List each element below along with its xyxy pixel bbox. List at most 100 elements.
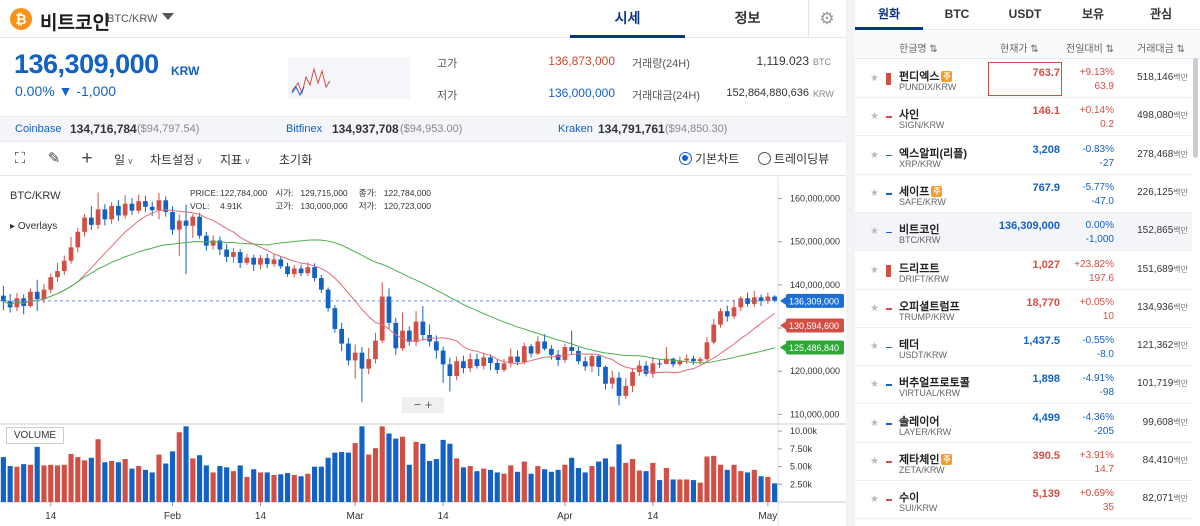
coin-change-rate: +9.13%: [1079, 67, 1114, 78]
candle-body: [61, 260, 67, 272]
candle-body: [386, 296, 392, 323]
col-volume-sort[interactable]: 거래대금 ⇅: [1137, 44, 1185, 55]
market-row[interactable]: ★ 솔레이어 LAYER/KRW 4,499 -4.36% -205 99,608백만: [855, 405, 1192, 443]
scrollbar[interactable]: [1193, 58, 1198, 158]
candle-body: [454, 361, 460, 376]
candle-body: [731, 307, 737, 317]
coin-name: 솔레이어: [899, 415, 940, 428]
amount-unit: KRW: [813, 89, 834, 99]
coin-change-rate: +0.14%: [1079, 105, 1114, 117]
overlays-toggle[interactable]: ▸ Overlays: [10, 221, 58, 232]
favorite-star-icon[interactable]: ★: [870, 187, 879, 199]
volume-bar: [643, 471, 649, 502]
candle-body: [711, 324, 717, 343]
market-row[interactable]: ★ 드리프트 DRIFT/KRW 1,027 +23.82% 197.6 151,689백만: [855, 252, 1192, 290]
favorite-star-icon[interactable]: ★: [870, 302, 879, 314]
favorite-star-icon[interactable]: ★: [870, 264, 879, 276]
volume-bar: [636, 470, 642, 502]
candle-body: [352, 352, 358, 361]
candle-body: [271, 259, 277, 265]
candle-body: [616, 377, 622, 396]
tab-favorites[interactable]: 관심: [1149, 7, 1173, 21]
favorite-star-icon[interactable]: ★: [870, 379, 879, 391]
market-row[interactable]: ★ 제타체인 주 ZETA/KRW 390.5 +3.91% 14.7 84,410백만: [855, 443, 1192, 481]
favorite-star-icon[interactable]: ★: [870, 494, 879, 506]
col-change-sort[interactable]: 전일대비 ⇅: [1066, 44, 1114, 55]
candle-body: [325, 289, 331, 309]
candle-body: [339, 328, 345, 344]
volume-tick-label: 2.50k: [790, 479, 813, 489]
volume-bar: [244, 476, 250, 502]
market-row[interactable]: ★ 펀디엑스 주 PUNDIX/KRW 763.7 +9.13% 63.9 518,146백만: [855, 60, 1192, 98]
market-row[interactable]: ★ 비트코인 BTC/KRW 136,309,000 0.00% -1,000 152,86…: [855, 213, 1192, 252]
market-tabs: 원화 BTC USDT 보유 관심: [855, 0, 1200, 30]
gear-icon[interactable]: ⚙: [819, 9, 835, 28]
tab-price[interactable]: 시세: [570, 0, 685, 38]
col-price-sort[interactable]: 현재가 ⇅: [1000, 44, 1039, 55]
current-price-tag: 136,309,000: [789, 296, 839, 306]
favorite-star-icon[interactable]: ★: [870, 149, 879, 161]
coin-change-amount: 10: [1102, 310, 1114, 322]
pair-dropdown-caret-icon[interactable]: [162, 13, 174, 20]
favorite-star-icon[interactable]: ★: [870, 417, 879, 429]
volume-bar: [684, 479, 690, 502]
indicator-menu[interactable]: 지표 ∨: [220, 153, 251, 167]
change-indicator: [884, 220, 892, 244]
favorite-star-icon[interactable]: ★: [870, 226, 879, 238]
market-row[interactable]: ★ 오피셜트럼프 TRUMP/KRW 18,770 +0.05% 10 134,936백만: [855, 290, 1192, 328]
favorite-star-icon[interactable]: ★: [870, 73, 879, 84]
favorite-star-icon[interactable]: ★: [870, 456, 879, 467]
price-chart[interactable]: 160,000,000150,000,000140,000,000130,000…: [0, 177, 846, 526]
coin-change-amount: 14.7: [1094, 464, 1114, 475]
candle-body: [366, 359, 372, 369]
volume-bar: [197, 455, 203, 502]
ma-long-tag-bg: [786, 340, 844, 355]
candle-body: [508, 356, 514, 364]
crosshair-icon[interactable]: +: [81, 148, 93, 169]
col-name-sort[interactable]: 한글명 ⇅: [899, 44, 938, 55]
volume-bar: [298, 476, 304, 502]
draw-pencil-icon[interactable]: ✎: [47, 150, 61, 167]
market-row[interactable]: ★ 버추얼프로토콜 VIRTUAL/KRW 1,898 -4.91% -98 101,719…: [855, 366, 1192, 405]
y-tick-label: 160,000,000: [790, 194, 840, 204]
candle-body: [643, 365, 649, 374]
favorite-star-icon[interactable]: ★: [870, 111, 879, 123]
volume-bar: [163, 463, 169, 502]
volume-bar: [88, 457, 94, 502]
chart-settings-menu[interactable]: 차트설정 ∨: [150, 153, 203, 167]
tab-btc[interactable]: BTC: [944, 7, 970, 21]
volume-bar: [203, 465, 209, 502]
basic-chart-radio[interactable]: 기본차트: [679, 150, 739, 167]
chart-canvas[interactable]: 160,000,000150,000,000140,000,000130,000…: [0, 177, 846, 526]
volume-bar: [183, 426, 189, 502]
candle-body: [515, 356, 520, 363]
volume-bar: [413, 441, 419, 502]
candle-body: [758, 297, 764, 301]
market-row[interactable]: ★ 세이프 주 SAFE/KRW 767.9 -5.77% -47.0 226,125백만: [855, 175, 1192, 213]
volume-bar: [156, 454, 162, 502]
candle-body: [474, 359, 480, 367]
market-row[interactable]: ★ 사인 SIGN/KRW 146.1 +0.14% 0.2 498,080백만: [855, 98, 1192, 137]
fullscreen-icon[interactable]: ⛶: [14, 150, 26, 167]
volume-bar: [264, 472, 270, 502]
tradingview-radio[interactable]: 트레이딩뷰: [758, 150, 829, 167]
reset-button[interactable]: 초기화: [279, 153, 313, 167]
tab-info[interactable]: 정보: [734, 10, 761, 26]
market-row[interactable]: ★ 엑스알피(리플) XRP/KRW 3,208 -0.83% -27 278,468백만: [855, 137, 1192, 175]
market-row[interactable]: ★ 테더 USDT/KRW 1,437.5 -0.55% -8.0 121,362백만: [855, 328, 1192, 367]
candle-body: [68, 247, 74, 261]
zoom-controls[interactable]: − +: [402, 397, 444, 413]
change-indicator: [884, 67, 891, 91]
volume-bar: [41, 465, 47, 502]
tab-krw[interactable]: 원화: [855, 0, 923, 30]
coin-price: 5,139: [1032, 488, 1060, 501]
ma-long-tag-arrow: [780, 343, 786, 352]
current-price-tag-arrow: [780, 296, 786, 305]
favorite-star-icon[interactable]: ★: [870, 341, 879, 353]
market-row[interactable]: ★ 수이 SUI/KRW 5,139 +0.69% 35 82,071백만: [855, 481, 1192, 520]
candle-body: [34, 291, 40, 300]
tab-usdt[interactable]: USDT: [1008, 7, 1042, 21]
interval-menu[interactable]: 일 ∨: [114, 153, 134, 167]
tab-holdings[interactable]: 보유: [1081, 7, 1105, 21]
candle-body: [535, 341, 541, 354]
